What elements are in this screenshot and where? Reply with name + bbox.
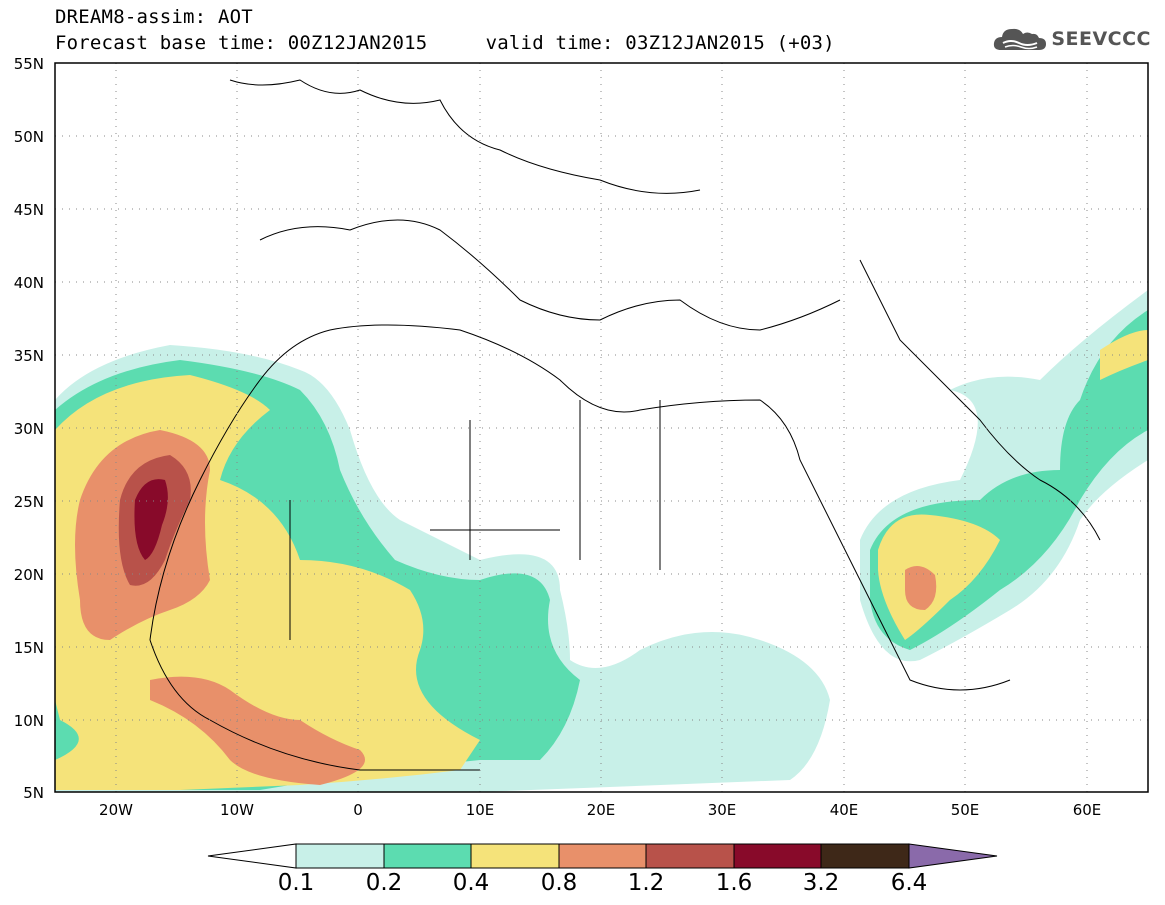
lat-label: 25N bbox=[13, 493, 44, 511]
lon-label: 50E bbox=[950, 801, 980, 819]
colorbar-label: 3.2 bbox=[802, 870, 840, 896]
lat-label: 5N bbox=[23, 784, 44, 802]
lon-label: 10W bbox=[220, 801, 254, 819]
lat-label: 55N bbox=[13, 55, 44, 73]
colorbar-label: 6.4 bbox=[890, 870, 928, 896]
colorbar-bin-4 bbox=[558, 843, 647, 869]
colorbar-under-arrow bbox=[207, 843, 297, 869]
lat-label: 15N bbox=[13, 639, 44, 657]
aot-contour-0.8 bbox=[150, 676, 365, 785]
cloud-icon bbox=[994, 28, 1047, 50]
lat-label: 30N bbox=[13, 420, 44, 438]
lat-label: 45N bbox=[13, 201, 44, 219]
lon-label: 60E bbox=[1072, 801, 1102, 819]
logo: SEEVCCC bbox=[993, 26, 1151, 52]
colorbar-label: 0.1 bbox=[277, 870, 315, 896]
lon-label: 20W bbox=[99, 801, 133, 819]
aot-field bbox=[55, 290, 1148, 792]
plot-frame bbox=[54, 62, 1149, 793]
colorbar-label: 0.2 bbox=[365, 870, 403, 896]
lat-label: 50N bbox=[13, 128, 44, 146]
lat-label: 20N bbox=[13, 566, 44, 584]
lon-label: 40E bbox=[829, 801, 859, 819]
aot-contour-1.6 bbox=[134, 479, 168, 560]
title-times: Forecast base time: 00Z12JAN2015 valid t… bbox=[55, 32, 835, 54]
lon-label: 0 bbox=[353, 801, 363, 819]
colorbar-bin-6 bbox=[733, 843, 822, 869]
title-product: DREAM8-assim: AOT bbox=[55, 6, 253, 28]
lon-label: 30E bbox=[707, 801, 737, 819]
lat-label: 35N bbox=[13, 347, 44, 365]
colorbar-bin-2 bbox=[383, 843, 472, 869]
colorbar-bin-7 bbox=[820, 843, 910, 869]
lon-label: 20E bbox=[586, 801, 616, 819]
coastlines bbox=[149, 79, 1101, 771]
lon-label: 10E bbox=[465, 801, 495, 819]
colorbar bbox=[207, 843, 998, 869]
aot-contour-0.8 bbox=[905, 566, 937, 610]
colorbar-label: 0.8 bbox=[540, 870, 578, 896]
colorbar-bin-5 bbox=[645, 843, 735, 869]
lat-label: 10N bbox=[13, 712, 44, 730]
logo-text: SEEVCCC bbox=[1051, 28, 1151, 50]
aot-contour-0.4 bbox=[1100, 330, 1148, 380]
colorbar-label: 1.2 bbox=[627, 870, 665, 896]
lat-label: 40N bbox=[13, 274, 44, 292]
colorbar-label: 1.6 bbox=[715, 870, 753, 896]
grid bbox=[55, 63, 1148, 792]
colorbar-bin-3 bbox=[470, 843, 560, 869]
colorbar-bin-1 bbox=[295, 843, 385, 869]
aot-contour-0.4 bbox=[878, 514, 1000, 640]
colorbar-label: 0.4 bbox=[452, 870, 490, 896]
colorbar-over-arrow bbox=[908, 843, 998, 869]
